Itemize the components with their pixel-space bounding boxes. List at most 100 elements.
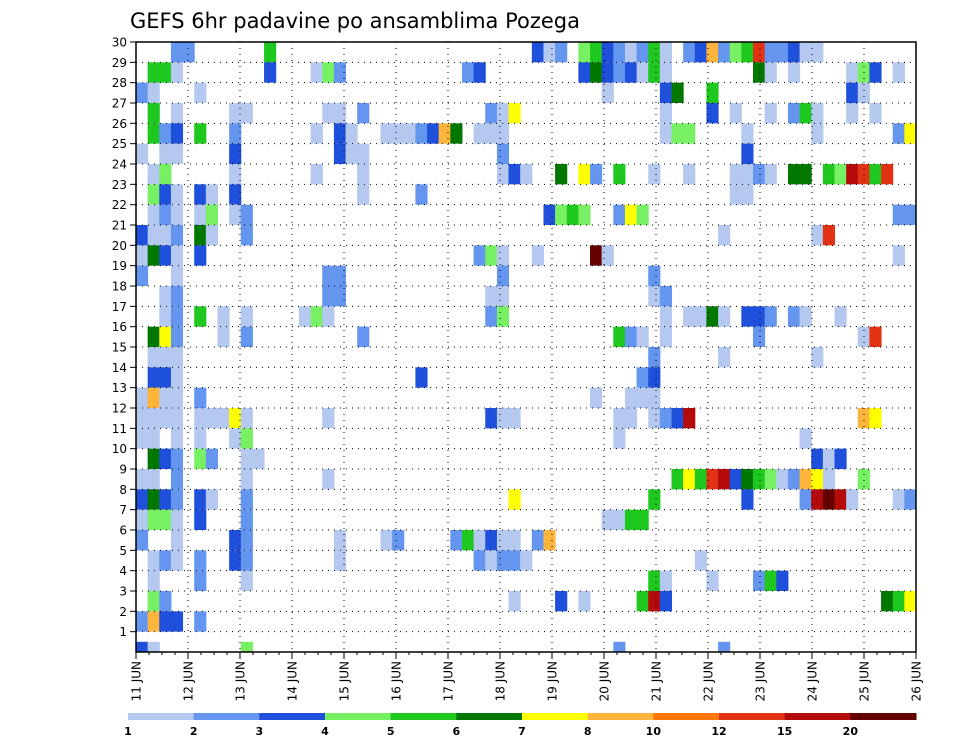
heatmap-cell (892, 123, 905, 144)
heatmap-cell (496, 306, 510, 327)
heatmap-cell (648, 591, 661, 612)
heatmap-cell (147, 489, 160, 510)
heatmap-cell (531, 530, 544, 551)
heatmap-cell (520, 550, 533, 571)
heatmap-cell (613, 204, 626, 225)
heatmap-cell (822, 448, 836, 469)
heatmap-cell (194, 306, 207, 327)
heatmap-cell (147, 641, 160, 652)
heatmap-cell (799, 469, 812, 490)
heatmap-cell (194, 123, 207, 144)
heatmap-cell (217, 408, 230, 429)
legend-label: 15 (777, 725, 792, 738)
heatmap-cell (904, 591, 916, 612)
heatmap-cell (159, 408, 172, 429)
heatmap-cell (799, 428, 812, 449)
heatmap-cell (613, 509, 626, 530)
heatmap-cell (508, 489, 521, 510)
heatmap-cell (147, 509, 160, 530)
heatmap-cell (136, 641, 149, 652)
heatmap-cell (240, 428, 253, 449)
heatmap-cell (194, 408, 207, 429)
heatmap-cell (543, 530, 556, 551)
heatmap-cell (555, 591, 568, 612)
x-tick-label: 25 JUN (858, 661, 872, 701)
heatmap-cell (566, 204, 579, 225)
heatmap-cell (333, 265, 347, 286)
heatmap-cell (170, 469, 184, 490)
heatmap-cell (811, 225, 824, 246)
heatmap-cell (322, 62, 335, 83)
heatmap-cell (741, 143, 754, 164)
heatmap-cell (170, 225, 184, 246)
heatmap-cell (170, 489, 184, 510)
heatmap-cell (834, 448, 847, 469)
y-tick-label: 22 (112, 198, 127, 212)
heatmap-cell (333, 123, 347, 144)
heatmap-cell (508, 550, 521, 571)
y-tick-label: 4 (119, 564, 127, 578)
x-tick-label: 18 JUN (494, 661, 508, 701)
heatmap-cell (753, 42, 766, 63)
y-tick-label: 18 (112, 280, 127, 294)
y-tick-label: 6 (119, 524, 127, 538)
heatmap-cell (764, 469, 777, 490)
x-tick-label: 11 JUN (130, 661, 144, 701)
heatmap-cell (671, 408, 684, 429)
heatmap-cell (496, 103, 510, 124)
heatmap-cell (857, 408, 870, 429)
heatmap-cell (578, 204, 591, 225)
y-tick-label: 28 (112, 76, 127, 90)
heatmap-cell (159, 245, 172, 266)
heatmap-cell (415, 123, 428, 144)
heatmap-cell (822, 164, 836, 185)
heatmap-cell (229, 204, 242, 225)
heatmap-cell (485, 245, 498, 266)
heatmap-cell (357, 103, 370, 124)
heatmap-cell (194, 245, 207, 266)
heatmap-cell (636, 204, 649, 225)
heatmap-cell (869, 408, 882, 429)
heatmap-cell (136, 245, 149, 266)
heatmap-cell (136, 611, 149, 632)
heatmap-cell (706, 42, 719, 63)
heatmap-cell (741, 306, 754, 327)
heatmap-cell (194, 225, 207, 246)
heatmap-cell (333, 530, 347, 551)
x-tick-label: 12 JUN (182, 661, 196, 701)
heatmap-cell (147, 387, 160, 408)
heatmap-cell (170, 367, 184, 388)
heatmap-cell (892, 591, 905, 612)
y-tick-label: 27 (112, 97, 127, 111)
heatmap-cell (159, 367, 172, 388)
heatmap-cell (659, 103, 673, 124)
y-tick-label: 23 (112, 178, 127, 192)
heatmap-cell (229, 164, 242, 185)
heatmap-cell (683, 42, 696, 63)
heatmap-cell (555, 42, 568, 63)
heatmap-cell (170, 143, 184, 164)
heatmap-cell (205, 489, 218, 510)
heatmap-cells (136, 42, 916, 652)
heatmap-cell (753, 62, 766, 83)
heatmap-cell (240, 408, 253, 429)
heatmap-cell (240, 570, 253, 591)
heatmap-cell (799, 306, 812, 327)
heatmap-cell (194, 428, 207, 449)
heatmap-cell (170, 123, 184, 144)
heatmap-cell (869, 62, 882, 83)
x-tick-label: 19 JUN (546, 661, 560, 701)
y-tick-label: 10 (112, 442, 127, 456)
heatmap-cell (147, 570, 160, 591)
heatmap-cell (683, 306, 696, 327)
heatmap-cell (624, 387, 638, 408)
heatmap-cell (147, 184, 160, 205)
heatmap-cell (415, 367, 428, 388)
heatmap-cell (147, 225, 160, 246)
heatmap-cell (741, 42, 754, 63)
heatmap-cell (834, 164, 847, 185)
heatmap-cell (776, 570, 789, 591)
x-tick-label: 13 JUN (234, 661, 248, 701)
heatmap-cell (159, 204, 172, 225)
heatmap-cell (648, 164, 661, 185)
